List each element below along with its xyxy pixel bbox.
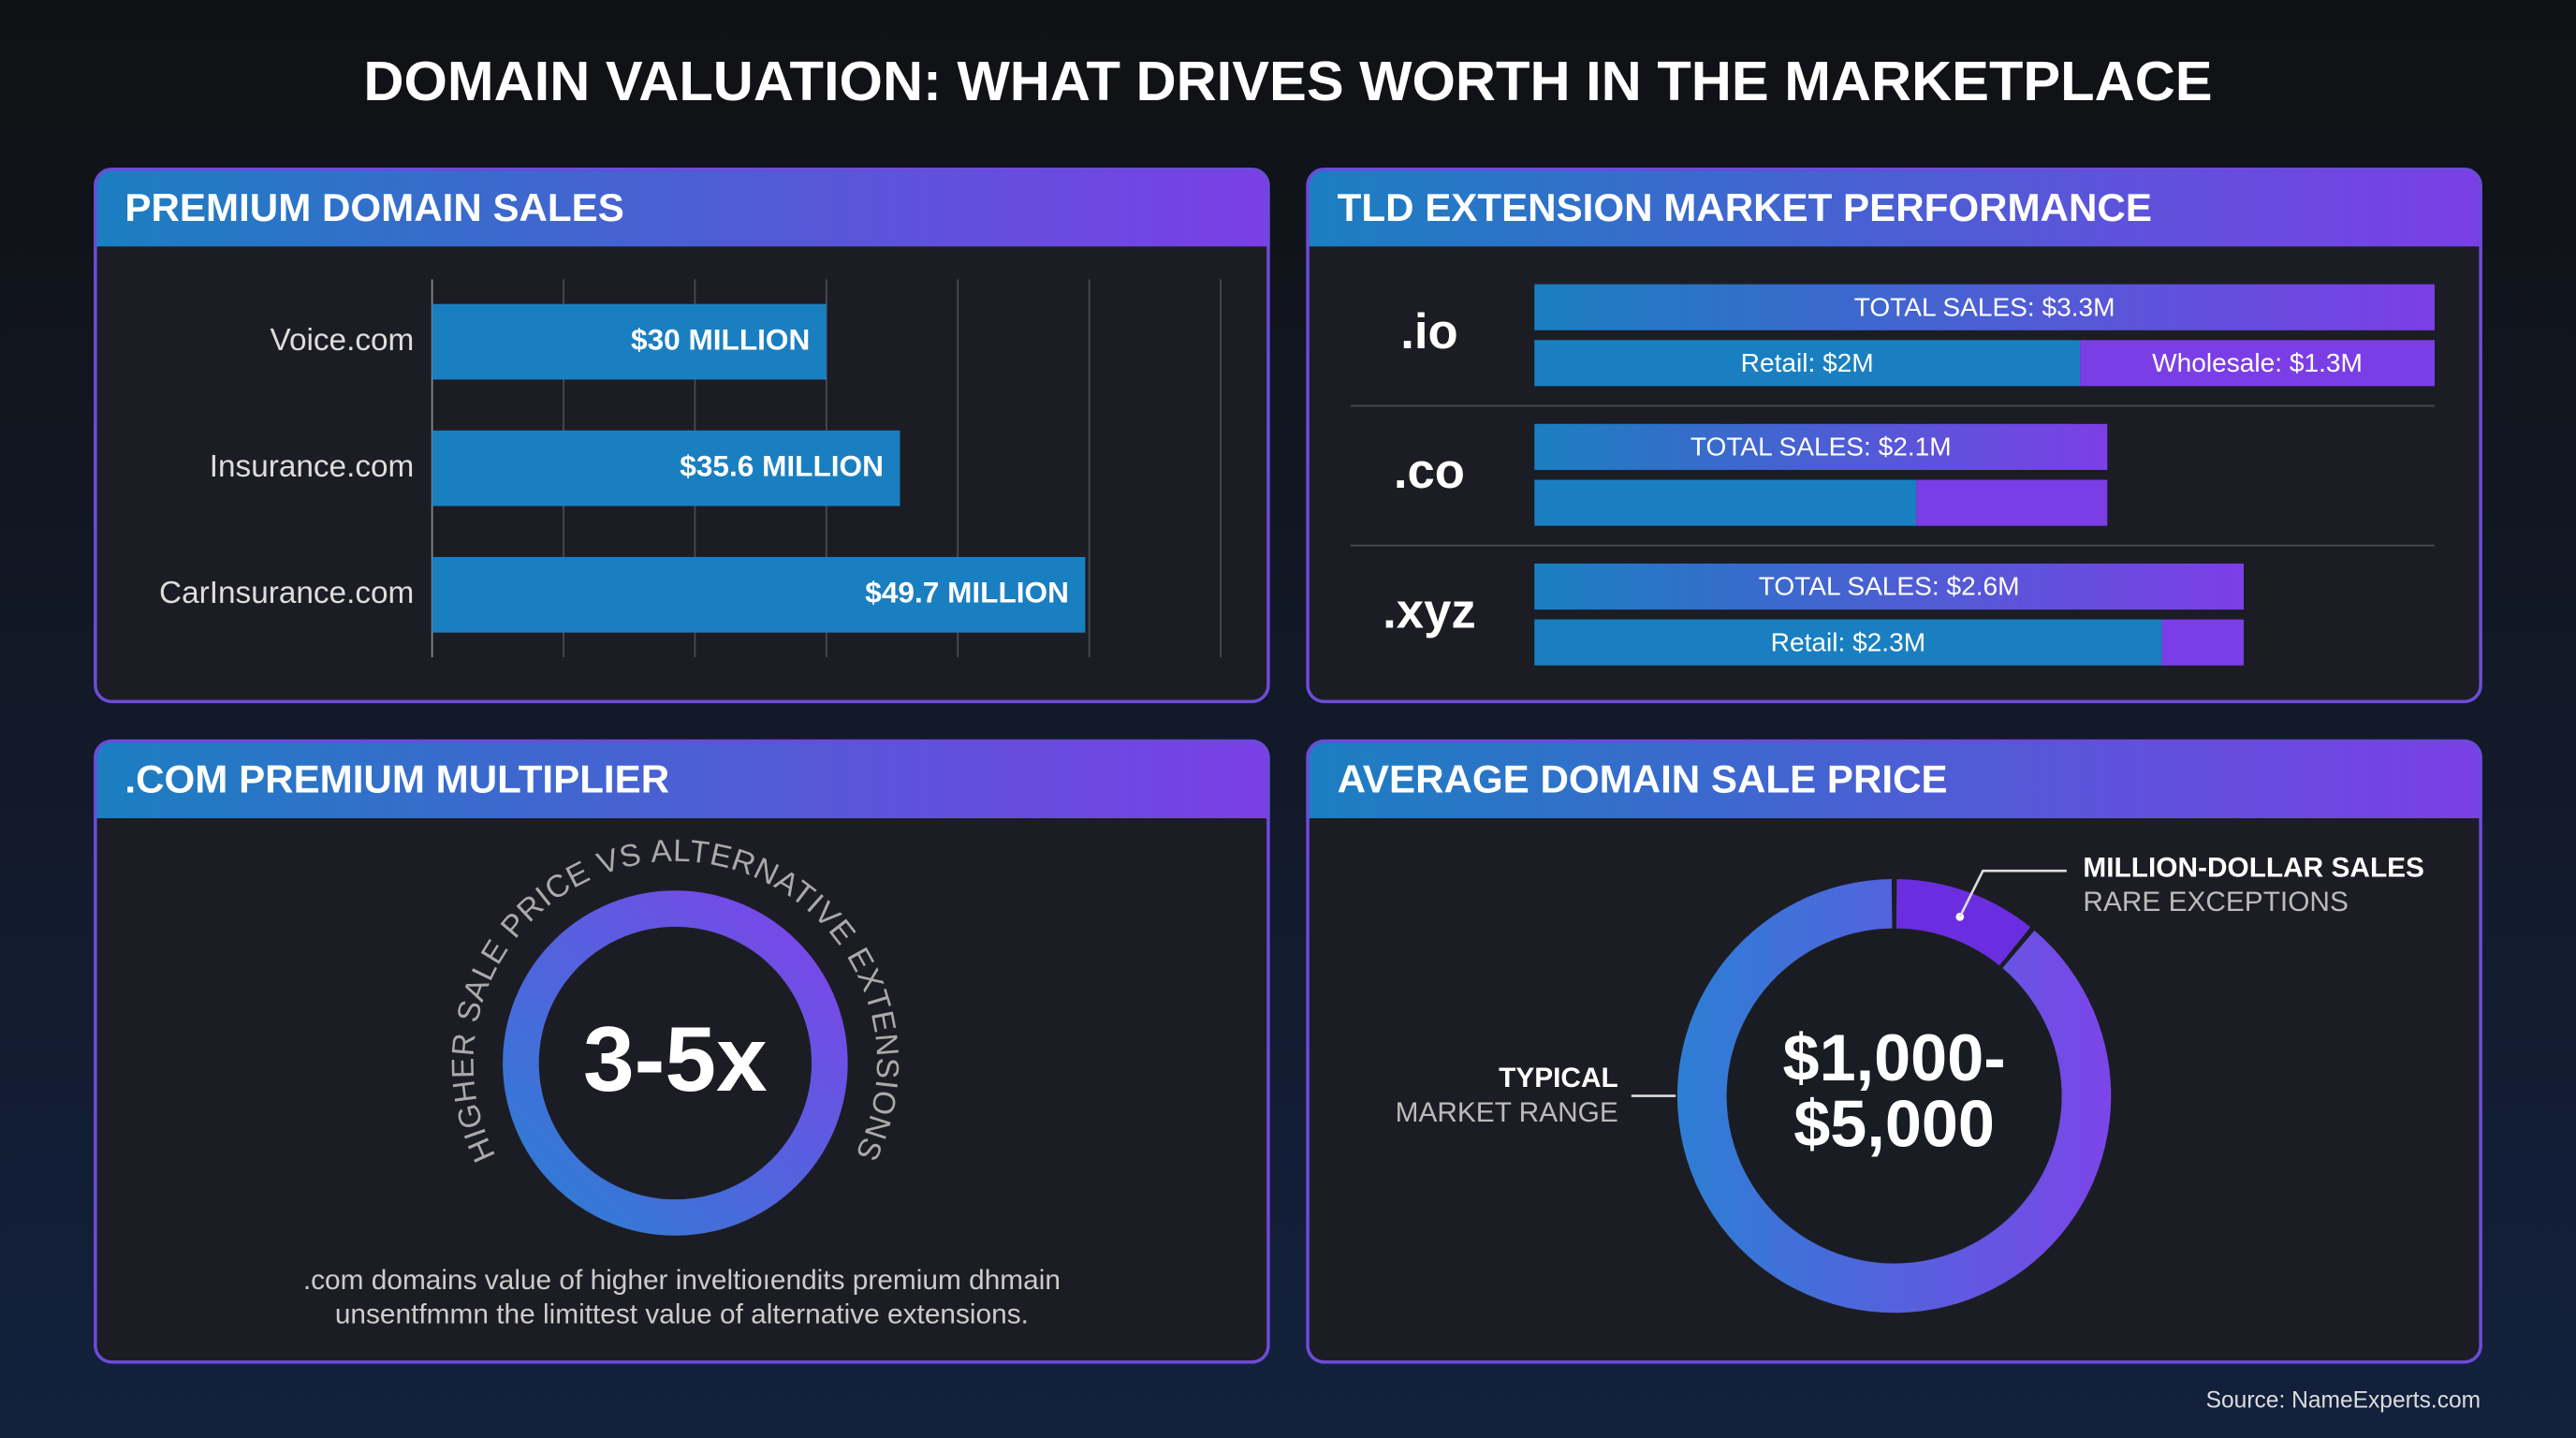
bar-segment	[1534, 340, 2081, 387]
panel-border	[1306, 168, 2482, 704]
caption: .com domains value of higher inveltioıen…	[303, 1265, 1061, 1296]
category-label: .xyz	[1383, 583, 1476, 638]
value-label: TOTAL SALES: $2.6M	[1759, 572, 2020, 601]
panel-border	[94, 168, 1270, 704]
panel	[95, 741, 1268, 1362]
bar-segment	[1916, 479, 2108, 526]
multiplier-value: 3-5x	[583, 1007, 768, 1110]
multiplier-ring	[503, 890, 848, 1236]
value-label: $35.6 MILLION	[680, 449, 884, 483]
panel-border	[1306, 739, 2482, 1364]
y-tick-label: Insurance.com	[210, 449, 415, 484]
panel-title: PREMIUM DOMAIN SALES	[124, 185, 623, 229]
center-label: $1,000-	[1783, 1020, 2006, 1094]
value-label: Wholesale: $1.3M	[2152, 348, 2363, 377]
bar-segment	[1534, 563, 2245, 610]
source: Source: NameExperts.com	[2206, 1388, 2481, 1414]
bar-segment	[1534, 619, 2162, 666]
center-label: $5,000	[1793, 1086, 1995, 1160]
panel-title: TLD EXTENSION MARKET PERFORMANCE	[1338, 185, 2152, 229]
panel-header	[95, 741, 1268, 819]
value-label: $49.7 MILLION	[865, 576, 1069, 609]
annotation-note: RARE EXCEPTIONS	[2083, 887, 2348, 917]
donut-slice	[1895, 878, 2031, 966]
panel-header	[1308, 741, 2481, 819]
panel-title: .COM PREMIUM MULTIPLIER	[124, 757, 669, 801]
leader-line	[1958, 869, 2067, 917]
bar	[432, 556, 1086, 633]
bar-segment	[2161, 619, 2245, 666]
panel-title: AVERAGE DOMAIN SALE PRICE	[1338, 757, 1948, 801]
caption: unsentfmmn the limittest value of altern…	[335, 1299, 1029, 1330]
y-tick-label: Voice.com	[271, 323, 415, 358]
bar-segment	[1534, 284, 2436, 330]
y-tick-label: CarInsurance.com	[159, 576, 414, 610]
value-label: Retail: $2M	[1741, 348, 1874, 377]
bar-segment	[1534, 423, 2108, 470]
bar-segment	[2080, 340, 2436, 387]
page-title: DOMAIN VALUATION: WHAT DRIVES WORTH IN T…	[363, 50, 2212, 112]
bar-segment	[1534, 479, 1917, 526]
value-label: Retail: $2.3M	[1771, 627, 1925, 656]
bar	[432, 430, 900, 506]
panel-header	[95, 169, 1268, 247]
annotation-title: TYPICAL	[1499, 1063, 1618, 1093]
category-label: .co	[1394, 444, 1465, 499]
panel-border	[94, 739, 1270, 1364]
donut-hole	[1728, 930, 2060, 1262]
value-label: $30 MILLION	[631, 322, 810, 356]
category-label: .io	[1400, 304, 1457, 360]
annotation-title: MILLION-DOLLAR SALES	[2083, 852, 2424, 883]
value-label: TOTAL SALES: $3.3M	[1854, 292, 2115, 321]
panel-header	[1308, 169, 2481, 247]
value-label: TOTAL SALES: $2.1M	[1690, 433, 1952, 462]
annotation-note: MARKET RANGE	[1396, 1097, 1618, 1128]
bar	[432, 303, 827, 380]
